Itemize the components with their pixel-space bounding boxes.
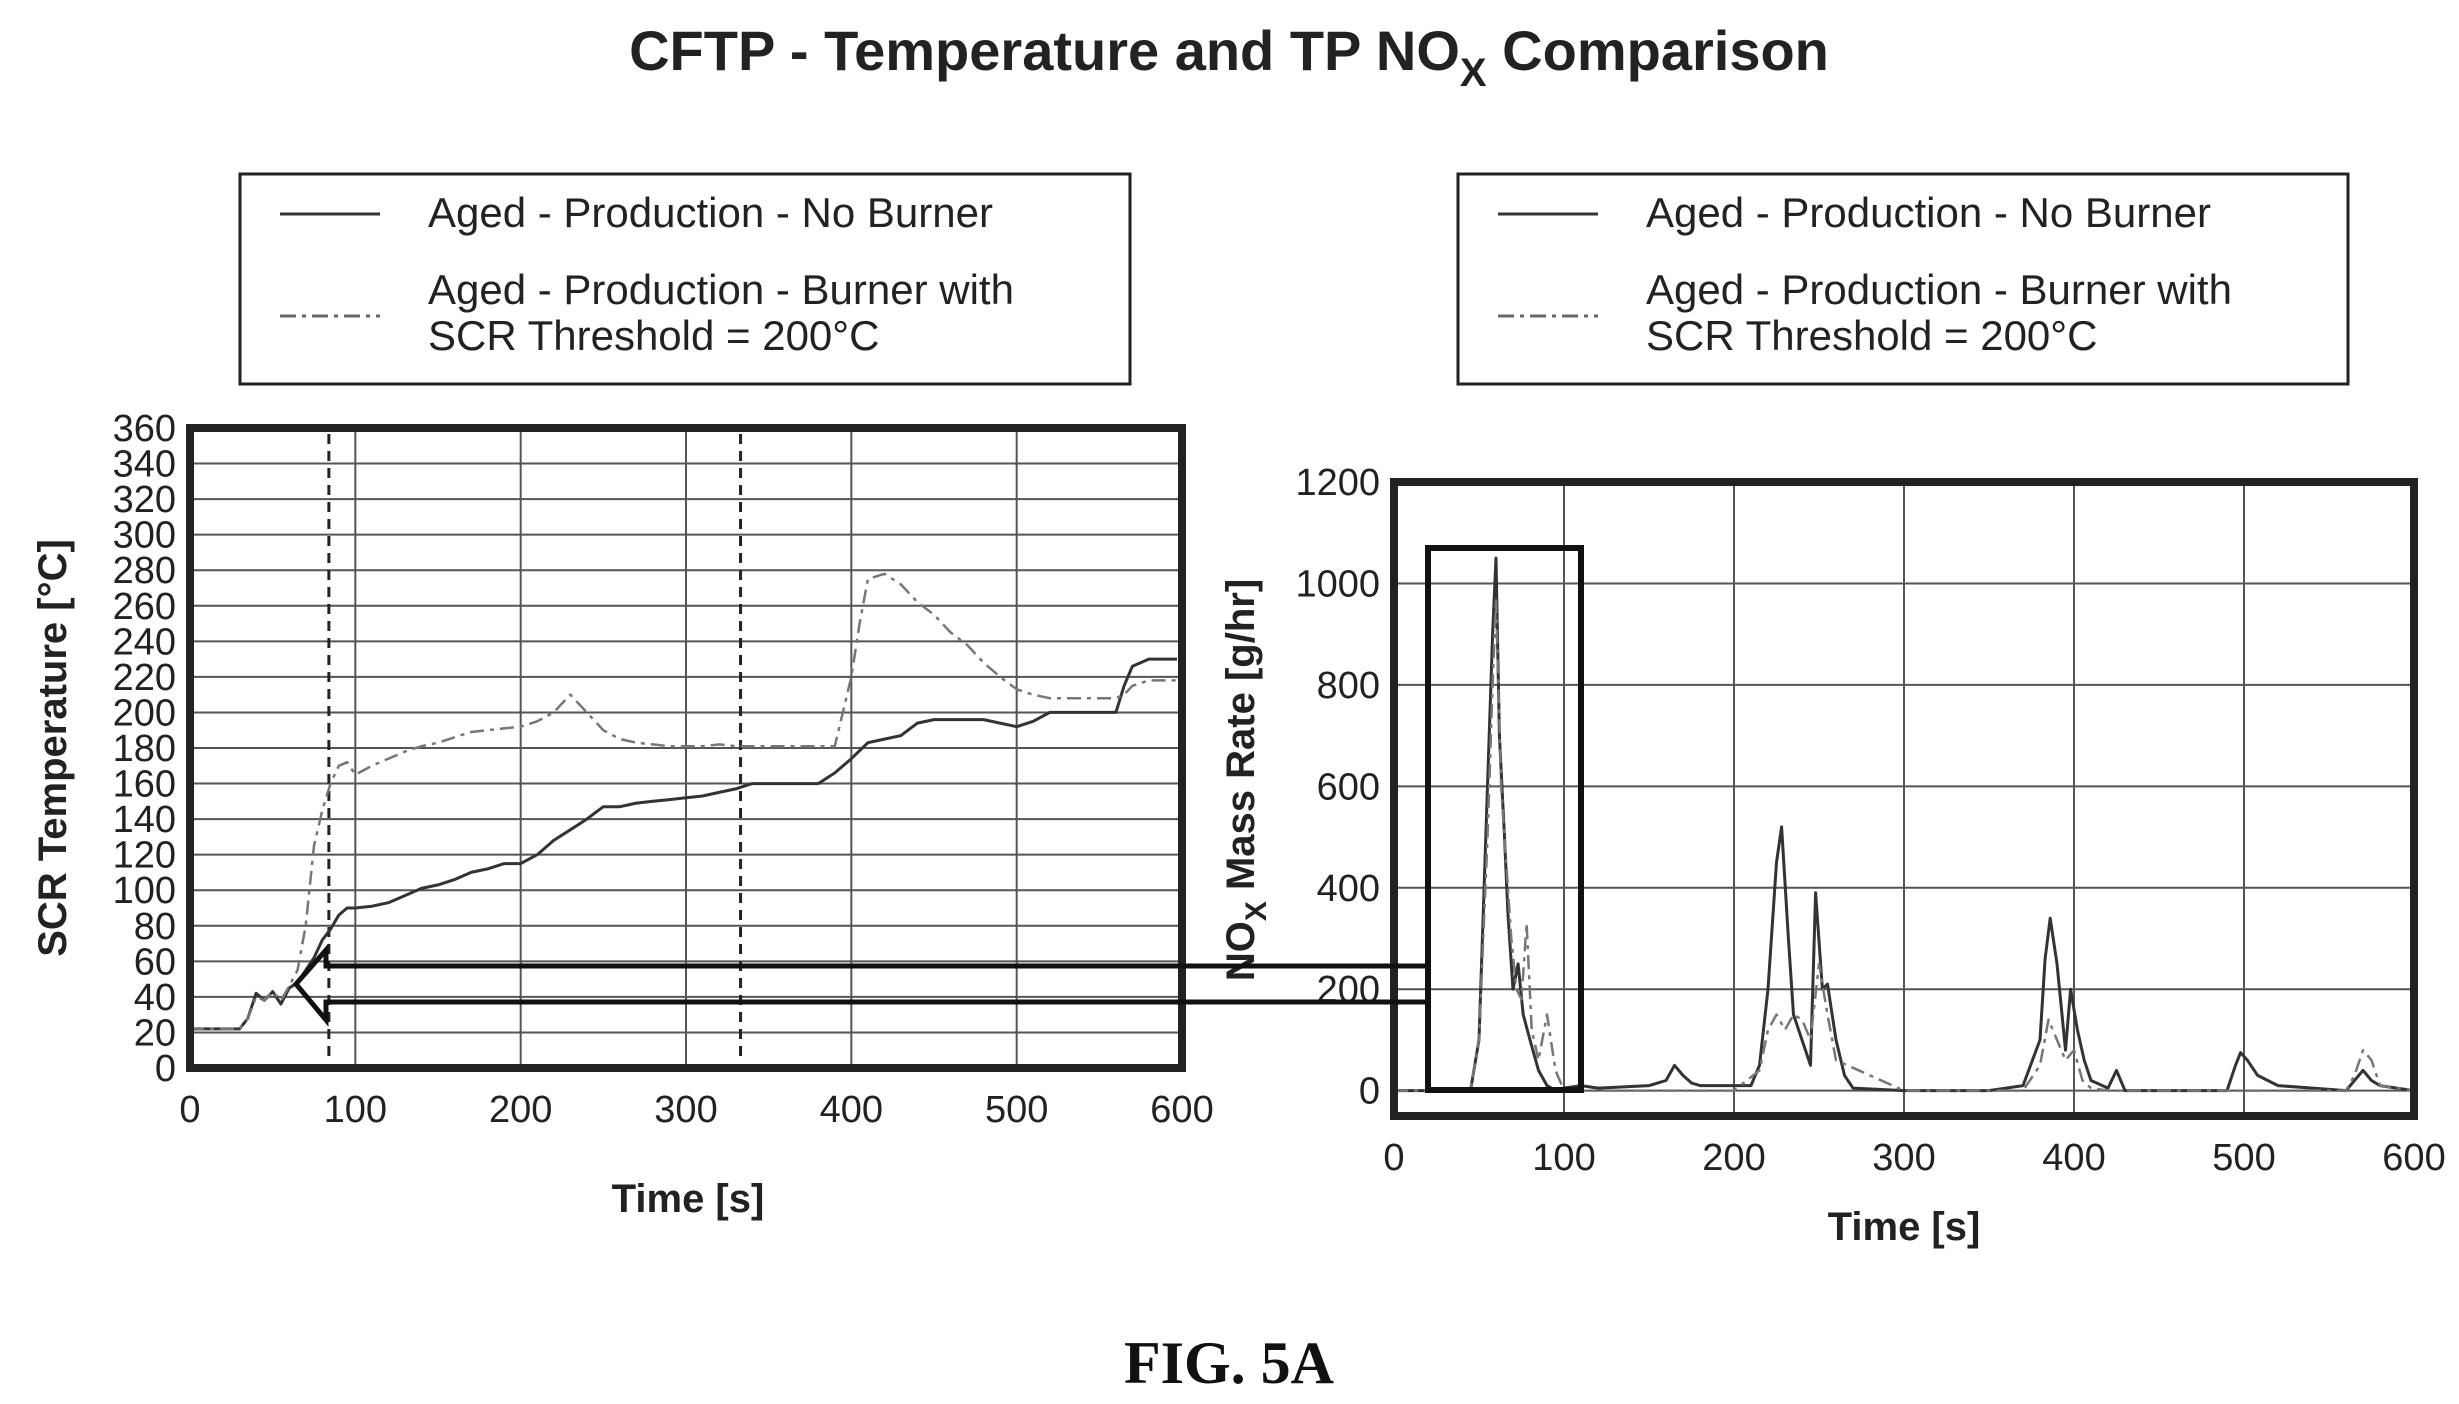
x-tick-label: 600: [2382, 1137, 2445, 1179]
left-legend-label-1: Aged - Production - No Burner: [428, 189, 993, 236]
y-tick-label: 120: [113, 835, 176, 877]
left-legend: Aged - Production - No Burner Aged - Pro…: [238, 172, 1132, 386]
x-tick-label: 400: [2042, 1137, 2105, 1179]
left-chart-x-axis-label: Time [s]: [612, 1177, 765, 1221]
right-chart-highlight-box: [1425, 545, 1584, 1093]
y-tick-label: 0: [155, 1048, 176, 1090]
left-chart-frame: [186, 424, 1186, 1072]
y-tick-label: 260: [113, 586, 176, 628]
y-tick-label: 340: [113, 444, 176, 486]
right-chart-y-axis-label: NOX Mass Rate [g/hr]: [1219, 579, 1273, 981]
x-tick-label: 100: [1532, 1137, 1595, 1179]
x-tick-label: 100: [324, 1089, 387, 1131]
left-chart-y-axis-label: SCR Temperature [°C]: [31, 539, 75, 957]
connector-arrow-outline: [292, 943, 1428, 1027]
right-legend-box: [1456, 172, 2350, 386]
x-tick-label: 200: [489, 1089, 552, 1131]
y-tick-label: 800: [1317, 665, 1380, 707]
y-tick-label: 160: [113, 764, 176, 806]
figure-title: CFTP - Temperature and TP NOX Comparison: [629, 19, 1829, 95]
figure-caption: FIG. 5A: [1124, 1330, 1334, 1396]
left-chart-tick-labels: 0204060801001201401601802002202402602803…: [113, 408, 1214, 1131]
series-no-burner-line: [1394, 556, 2415, 1093]
y-tick-label: 40: [134, 977, 176, 1019]
y-tick-label: 80: [134, 906, 176, 948]
right-chart-tick-labels: 0 200 400 600 800 1000 1200 0 100 200 300 400 500 600: [1295, 462, 2445, 1179]
x-tick-label: 500: [2212, 1137, 2275, 1179]
figure-title-subscript: X: [1460, 51, 1487, 95]
right-legend-label-2-line-1: Aged - Production - Burner with: [1646, 266, 2232, 313]
y-tick-label: 200: [1317, 969, 1380, 1011]
series-burner-line: [190, 572, 1177, 1031]
y-tick-label: 100: [113, 870, 176, 912]
y-tick-label: 60: [134, 941, 176, 983]
left-chart-series: [190, 572, 1177, 1031]
x-tick-label: 300: [654, 1089, 717, 1131]
y-tick-label: 300: [113, 515, 176, 557]
y-tick-label: 220: [113, 657, 176, 699]
x-tick-label: 0: [1383, 1137, 1404, 1179]
x-tick-label: 600: [1150, 1089, 1213, 1131]
x-tick-label: 500: [985, 1089, 1048, 1131]
left-chart-temperature: 0204060801001201401601802002202402602803…: [31, 408, 1214, 1221]
right-chart-y-axis-label-end: Mass Rate [g/hr]: [1219, 579, 1263, 901]
right-chart-frame: [1390, 478, 2418, 1120]
figure-title-main: CFTP - Temperature and TP NO: [629, 19, 1460, 82]
y-tick-label: 20: [134, 1012, 176, 1054]
x-tick-label: 0: [179, 1089, 200, 1131]
right-legend-label-2: Aged - Production - Burner with SCR Thre…: [1646, 266, 2244, 359]
connector-arrow: [292, 943, 1428, 1027]
y-tick-label: 180: [113, 728, 176, 770]
y-tick-label: 1200: [1295, 462, 1380, 504]
y-tick-label: 140: [113, 799, 176, 841]
right-chart-y-axis-label-subscript: X: [1240, 901, 1273, 921]
left-chart-vertical-markers: [327, 434, 743, 1062]
y-tick-label: 0: [1359, 1071, 1380, 1113]
left-legend-label-2: Aged - Production - Burner with SCR Thre…: [428, 266, 1026, 359]
right-legend-label-2-line-2: SCR Threshold = 200°C: [1646, 312, 2097, 359]
right-legend: Aged - Production - No Burner Aged - Pro…: [1456, 172, 2350, 386]
right-chart-nox: 0 200 400 600 800 1000 1200 0 100 200 300 400 500 600…: [1219, 462, 2446, 1249]
y-tick-label: 280: [113, 550, 176, 592]
y-tick-label: 320: [113, 479, 176, 521]
x-tick-label: 300: [1872, 1137, 1935, 1179]
left-chart-grid: [189, 427, 1183, 1069]
series-no-burner-line: [190, 657, 1177, 1031]
right-legend-label-1: Aged - Production - No Burner: [1646, 189, 2211, 236]
right-chart-y-axis-label-main: NO: [1219, 921, 1263, 981]
y-tick-label: 200: [113, 692, 176, 734]
y-tick-label: 240: [113, 621, 176, 663]
right-chart-series: [1394, 556, 2415, 1093]
y-tick-label: 600: [1317, 766, 1380, 808]
left-legend-box: [238, 172, 1132, 386]
y-tick-label: 360: [113, 408, 176, 450]
y-tick-label: 1000: [1295, 563, 1380, 605]
series-burner-line: [1394, 597, 2415, 1092]
figure-title-end: Comparison: [1487, 19, 1829, 82]
x-tick-label: 400: [820, 1089, 883, 1131]
left-legend-label-2-line-2: SCR Threshold = 200°C: [428, 312, 879, 359]
x-tick-label: 200: [1702, 1137, 1765, 1179]
right-chart-x-axis-label: Time [s]: [1828, 1205, 1981, 1249]
left-legend-label-2-line-1: Aged - Production - Burner with: [428, 266, 1014, 313]
y-tick-label: 400: [1317, 868, 1380, 910]
